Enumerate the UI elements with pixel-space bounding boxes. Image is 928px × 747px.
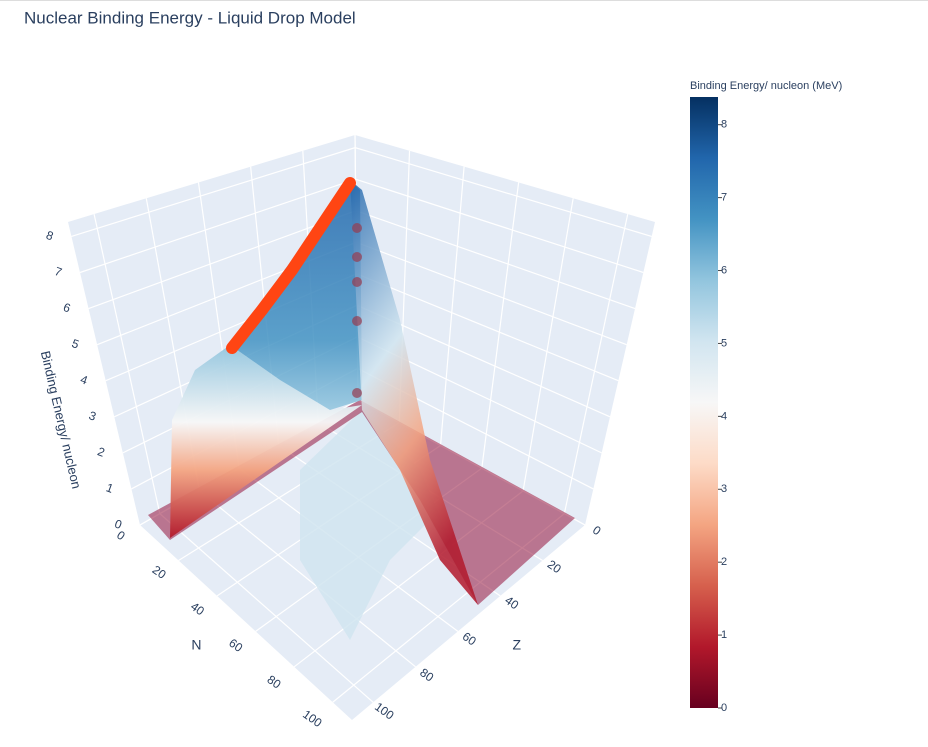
grid-line [355, 210, 636, 310]
surface [148, 177, 575, 640]
stable-line [226, 177, 356, 354]
x-tick-label: 80 [265, 672, 284, 691]
z-tick-label: 6 [61, 300, 72, 316]
wall [355, 135, 655, 525]
surface-plane [148, 400, 575, 605]
y-tick-label: 80 [417, 665, 436, 684]
x-axis-title: N [191, 636, 201, 652]
surface-lower [300, 410, 478, 640]
x-tick-label: 100 [300, 707, 325, 730]
surface-curtain [170, 345, 362, 538]
z-tick-label: 2 [96, 444, 107, 460]
grid-line [79, 178, 356, 274]
colorbar [690, 97, 718, 708]
grid-line [356, 241, 627, 346]
grid-line [355, 178, 644, 274]
colorbar-tick-label: 4 [721, 410, 727, 422]
z-tick-label: 3 [87, 408, 98, 424]
colorbar-tick-label: 7 [721, 192, 727, 204]
z-tick-label: 0 [113, 517, 124, 533]
y-tick-label: 100 [372, 700, 397, 723]
x-tick-label: 60 [226, 636, 245, 655]
y-tick-label: 20 [545, 557, 564, 576]
z-tick-label: 5 [70, 336, 81, 352]
colorbar-tick-label: 8 [721, 119, 727, 131]
z-tick-label: 1 [104, 480, 115, 496]
chart-title: Nuclear Binding Energy - Liquid Drop Mod… [24, 8, 356, 27]
surface-face [350, 180, 478, 605]
colorbar-tick-label: 5 [721, 337, 727, 349]
z-tick-label: 4 [78, 372, 89, 388]
colorbar-tick-label: 2 [721, 556, 727, 568]
stable-points [352, 223, 362, 398]
x-tick-label: 40 [188, 599, 207, 618]
z-tick-label: 8 [44, 228, 55, 244]
z-tick-label: 7 [53, 264, 64, 280]
surface-ridge [230, 180, 362, 410]
y-tick-label: 0 [590, 523, 604, 538]
grid-line [356, 273, 619, 382]
grid-line [354, 147, 652, 238]
grid-line [71, 147, 356, 238]
z-axis-title: Binding Energy/ nucleon [38, 349, 84, 490]
x-tick-label: 20 [150, 563, 169, 582]
y-tick-label: 60 [460, 629, 479, 648]
colorbar-tick-label: 0 [721, 702, 727, 714]
colorbar-title: Binding Energy/ nucleon (MeV) [690, 80, 842, 92]
grid-line [159, 513, 374, 703]
y-axis-title: Z [513, 636, 522, 652]
colorbar-tick-label: 6 [721, 264, 727, 276]
colorbar-tick-label: 1 [721, 629, 727, 641]
colorbar-tick-label: 3 [721, 483, 727, 495]
grid-line [88, 210, 357, 310]
y-tick-label: 40 [502, 593, 521, 612]
grid-line [199, 490, 416, 668]
